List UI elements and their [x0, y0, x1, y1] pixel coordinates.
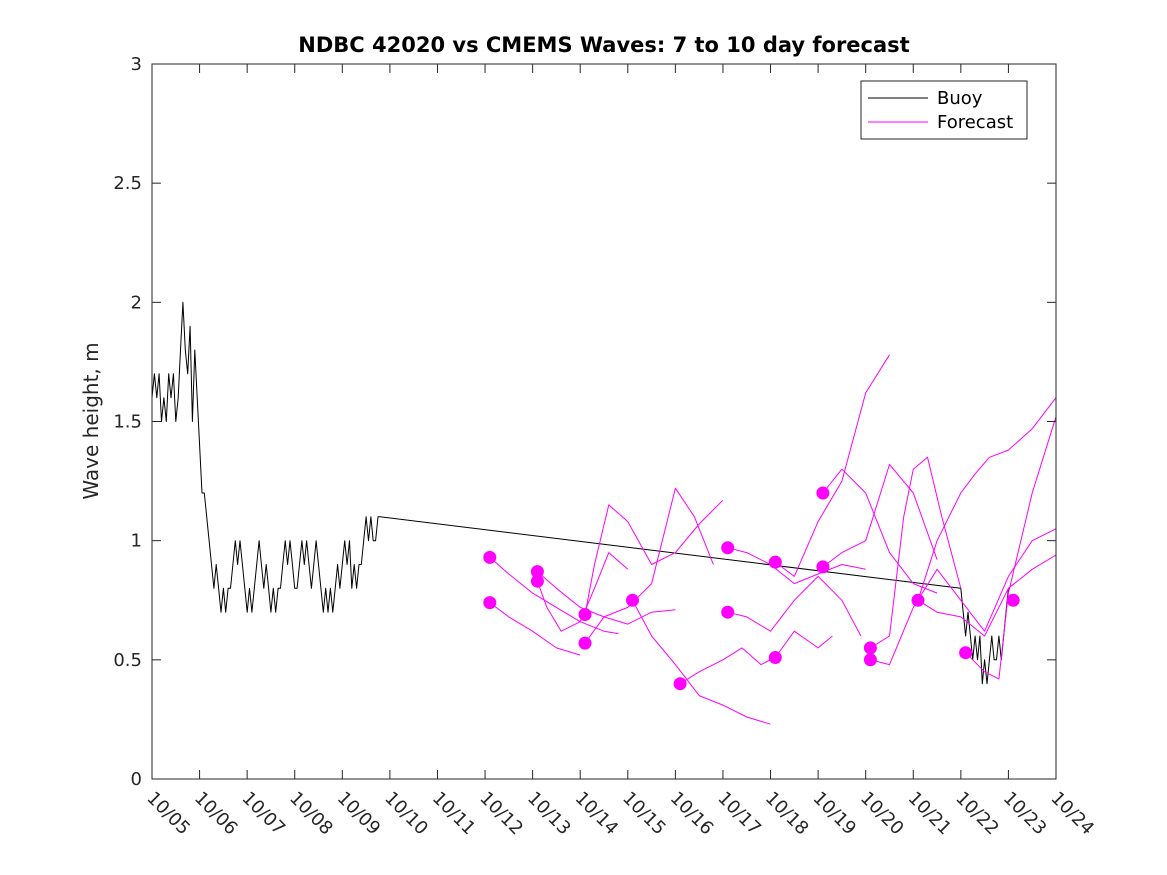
forecast-start-marker-5	[578, 636, 592, 650]
forecast-start-marker-10	[768, 555, 782, 569]
forecast-series-line-19	[965, 416, 1057, 680]
y-axis-label: Wave height, m	[79, 342, 103, 499]
forecast-series-line-7	[632, 600, 771, 725]
y-tick-label: 1.5	[113, 412, 142, 433]
forecast-start-marker-4	[578, 608, 592, 621]
forecast-series-line-12	[774, 630, 833, 658]
forecast-start-marker-18	[1006, 593, 1020, 607]
y-tick-label: 3	[131, 54, 142, 75]
y-tick-label: 2	[131, 292, 142, 313]
forecast-start-marker-7	[673, 677, 687, 691]
forecast-series-line-17	[917, 554, 1057, 637]
marker-layer	[483, 486, 1020, 691]
forecast-series-line-11	[774, 354, 890, 577]
legend: Buoy Forecast	[860, 80, 1028, 140]
forecast-series-line-14	[822, 463, 938, 568]
forecast-series-line-3	[536, 552, 629, 632]
forecast-start-marker-14	[863, 641, 877, 655]
forecast-start-marker-12	[816, 486, 830, 500]
forecast-start-marker-16	[911, 593, 925, 607]
forecast-series-line-1	[489, 602, 581, 656]
chart-title: NDBC 42020 vs CMEMS Waves: 7 to 10 day f…	[298, 33, 909, 57]
forecast-series-line-15	[870, 456, 962, 649]
forecast-series-line-10	[727, 575, 862, 637]
series-layer	[151, 301, 1057, 725]
legend-buoy-label: Buoy	[937, 88, 983, 109]
forecast-start-marker-15	[863, 653, 877, 667]
forecast-start-marker-17	[959, 646, 973, 660]
plot-area	[152, 64, 1056, 779]
forecast-series-line-6	[584, 487, 714, 644]
legend-forecast-label: Forecast	[937, 112, 1013, 133]
y-tick-label: 0	[131, 769, 142, 790]
forecast-series-line-5	[584, 499, 724, 615]
forecast-series-line-2	[489, 557, 619, 635]
forecast-start-marker-1	[483, 550, 497, 564]
forecast-series-line-9	[727, 547, 866, 585]
forecast-series-line-16	[870, 528, 1057, 666]
legend-box	[860, 80, 1028, 140]
forecast-series-line-8	[679, 647, 781, 685]
forecast-start-marker-8	[721, 541, 735, 555]
y-tick-label: 0.5	[113, 650, 142, 671]
forecast-start-marker-3	[530, 574, 544, 588]
forecast-start-marker-0	[483, 596, 497, 610]
forecast-start-marker-6	[626, 593, 639, 607]
buoy-series-line	[151, 301, 1009, 685]
y-tick-label: 1	[131, 531, 142, 552]
y-tick-label: 2.5	[113, 173, 142, 194]
forecast-series-line-18	[917, 397, 1057, 601]
forecast-start-marker-9	[721, 605, 735, 619]
forecast-start-marker-13	[816, 560, 830, 574]
forecast-start-marker-11	[768, 651, 782, 664]
forecast-start-marker-2	[530, 565, 544, 579]
forecast-series-line-13	[822, 468, 938, 594]
